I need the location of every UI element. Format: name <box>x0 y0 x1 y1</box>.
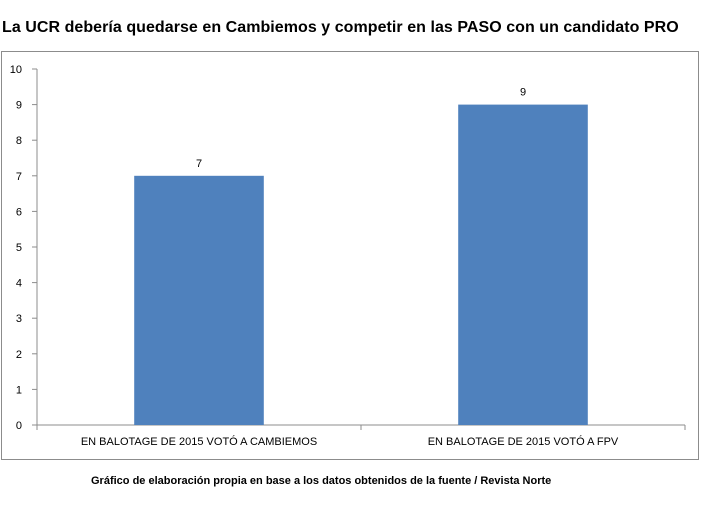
source-note: Gráfico de elaboración propia en base a … <box>91 475 552 487</box>
y-tick-label: 0 <box>16 420 22 432</box>
y-tick-label: 3 <box>16 313 22 325</box>
y-tick-label: 9 <box>16 100 22 112</box>
y-tick-label: 7 <box>16 171 22 183</box>
y-tick-label: 8 <box>16 135 22 147</box>
bar <box>134 175 264 425</box>
y-tick-label: 5 <box>16 242 22 254</box>
y-tick-label: 6 <box>16 206 22 218</box>
data-label: 7 <box>196 158 202 170</box>
y-tick-label: 2 <box>16 349 22 361</box>
x-category-label: EN BALOTAGE DE 2015 VOTÓ A CAMBIEMOS <box>81 435 317 448</box>
chart-title: La UCR debería quedarse en Cambiemos y c… <box>2 19 679 36</box>
y-tick-label: 4 <box>16 278 22 290</box>
y-tick-label: 1 <box>16 384 22 396</box>
data-label: 9 <box>520 87 526 99</box>
x-category-label: EN BALOTAGE DE 2015 VOTÓ A FPV <box>428 435 619 448</box>
y-tick-label: 10 <box>10 64 22 76</box>
bar <box>458 104 588 425</box>
